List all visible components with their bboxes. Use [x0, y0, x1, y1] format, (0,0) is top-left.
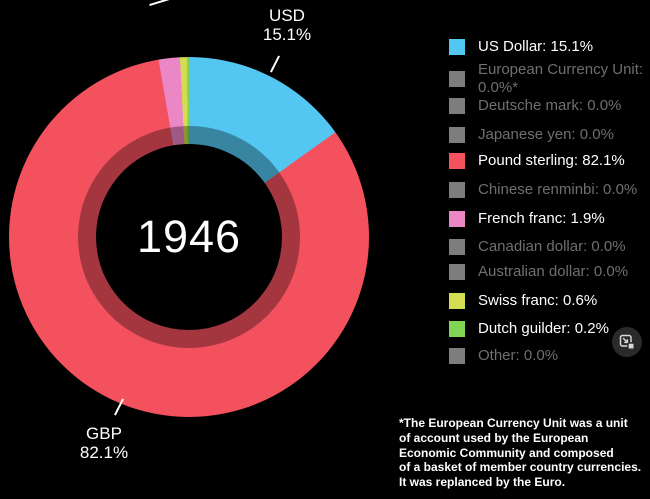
legend-label: Dutch guilder: 0.2% [478, 320, 609, 337]
legend-label: Japanese yen: 0.0% [478, 126, 614, 143]
footnote-line: *The European Currency Unit was a unit [399, 416, 628, 430]
legend-item: Pound sterling: 82.1% [449, 152, 646, 170]
legend-item: Canadian dollar: 0.0% [449, 238, 646, 256]
footnote-line: Economic Community and composed [399, 445, 614, 460]
legend-label: Pound sterling: 82.1% [478, 152, 625, 169]
callout-gbp-name: GBP [86, 424, 122, 443]
legend-item: European Currency Unit: 0.0%* [449, 61, 646, 97]
footnote-line: of account used by the European [399, 430, 589, 445]
callout-gbp: GBP 82.1% [62, 424, 146, 462]
legend-swatch [449, 293, 465, 309]
callout-usd-value: 15.1% [262, 25, 312, 44]
legend-item: US Dollar: 15.1% [449, 38, 646, 56]
footnote-line: of a basket of member country currencies… [399, 460, 642, 475]
callout-usd: USD 15.1% [245, 6, 329, 44]
legend-label: US Dollar: 15.1% [478, 38, 594, 55]
donut-chart[interactable]: 1946 [9, 57, 369, 417]
legend-label: French franc: 1.9% [478, 210, 605, 227]
donut-center: 1946 [96, 144, 282, 330]
legend-swatch [449, 264, 465, 280]
legend-swatch [449, 98, 465, 114]
legend-swatch [449, 127, 465, 143]
legend-swatch [449, 71, 465, 87]
year-label: 1946 [136, 211, 242, 262]
legend-swatch [449, 153, 465, 169]
resize-icon [619, 334, 636, 351]
legend-item: Dutch guilder: 0.2% [449, 320, 646, 338]
callout-gbp-value: 82.1% [79, 443, 129, 462]
legend-item: Japanese yen: 0.0% [449, 126, 646, 144]
legend-item: Deutsche mark: 0.0% [449, 97, 646, 115]
legend-swatch [449, 39, 465, 55]
legend-label: Canadian dollar: 0.0% [478, 238, 626, 255]
legend-swatch [449, 321, 465, 337]
legend-swatch [449, 182, 465, 198]
legend: US Dollar: 15.1% European Currency Unit: … [449, 0, 649, 410]
callout-usd-leader-line [270, 55, 280, 73]
clipped-leader-line [149, 0, 170, 7]
legend-label: European Currency Unit: 0.0%* [478, 61, 644, 96]
legend-item: French franc: 1.9% [449, 210, 646, 228]
resize-button[interactable] [612, 327, 642, 357]
legend-label: Chinese renminbi: 0.0% [478, 181, 638, 198]
legend-swatch [449, 348, 465, 364]
legend-item: Other: 0.0% [449, 347, 646, 365]
footnote: *The European Currency Unit was a unit o… [399, 416, 650, 490]
legend-label: Other: 0.0% [478, 347, 559, 364]
callout-usd-name: USD [269, 6, 305, 25]
legend-swatch [449, 239, 465, 255]
footnote-line: It was replanced by the Euro. [399, 475, 566, 490]
legend-swatch [449, 211, 465, 227]
legend-label: Deutsche mark: 0.0% [478, 97, 622, 114]
legend-item: Chinese renminbi: 0.0% [449, 181, 646, 199]
legend-item: Swiss franc: 0.6% [449, 292, 646, 310]
legend-item: Australian dollar: 0.0% [449, 263, 646, 281]
legend-label: Swiss franc: 0.6% [478, 292, 598, 309]
legend-label: Australian dollar: 0.0% [478, 263, 629, 280]
